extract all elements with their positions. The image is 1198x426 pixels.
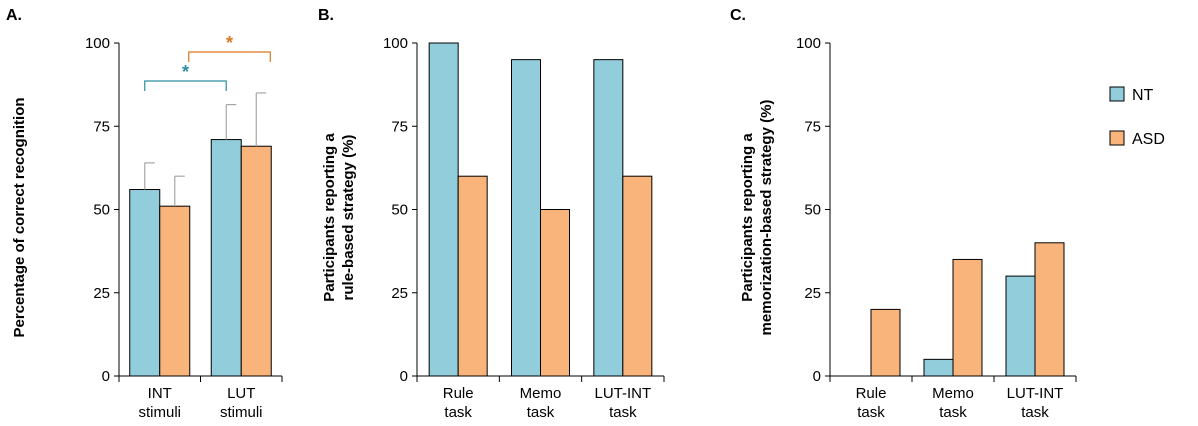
x-category-label: LUT-INT [1007,385,1064,402]
x-category-label: task [1021,404,1049,421]
x-category-label: Rule [443,385,474,402]
y-tick-label: 25 [804,285,821,302]
significance-bracket [144,80,227,91]
y-tick-label: 75 [804,118,821,135]
y-tick-label: 75 [93,118,110,135]
y-axis-label: memorization-based strategy (%) [758,100,775,336]
y-tick-label: 0 [102,368,110,385]
y-axis-label: Participants reporting a [321,133,338,302]
y-tick-label: 25 [93,285,110,302]
chart-panel-1: A. 0 25 50 75 100 INT stimuli LUT stimuli Percenta… [6,7,283,421]
significance-star: * [182,62,189,82]
x-category-label: stimuli [220,404,263,421]
y-axis-label: Percentage of correct recognition [11,97,28,337]
bar-asd [457,175,488,377]
y-tick-label: 50 [93,202,110,219]
chart-panel-3: C. 0 25 50 75 100 Rule task Memo task LUT-INT task P… [730,7,1077,421]
x-category-label: task [939,404,967,421]
y-tick-label: 75 [391,118,408,135]
x-category-label: task [609,404,637,421]
x-category-label: task [857,404,885,421]
y-tick-label: 0 [400,368,408,385]
legend-swatch [1109,86,1125,102]
y-tick-label: 100 [796,35,821,52]
x-category-label: Memo [520,385,562,402]
x-category-label: INT [148,385,172,402]
bar-asd [159,205,191,377]
bar-nt [428,42,459,377]
x-category-label: Memo [932,385,974,402]
bar-nt [511,59,541,377]
legend-label: NT [1132,87,1154,104]
bar-asd [952,258,983,377]
bar-asd [870,308,901,377]
y-axis-label: rule-based strategy (%) [340,135,357,301]
chart-panel-2: B. 0 25 50 75 100 Rule task Memo task LUT-INT task P… [318,7,665,421]
x-category-label: LUT [227,385,255,402]
y-tick-label: 50 [804,202,821,219]
x-category-label: LUT-INT [594,385,651,402]
panel-letter: C. [730,7,746,24]
bar-asd [1034,242,1065,377]
y-tick-label: 100 [85,35,110,52]
significance-bracket [188,51,271,62]
x-category-label: task [444,404,472,421]
y-axis-label: Participants reporting a [739,133,756,302]
x-category-label: Rule [856,385,887,402]
bar-nt [129,189,161,377]
y-tick-label: 25 [391,285,408,302]
legend-label: ASD [1132,131,1165,148]
legend: NT ASD [1109,86,1165,148]
bar-nt [923,358,954,377]
bar-nt [593,59,624,377]
y-tick-label: 50 [391,202,408,219]
bar-nt [210,139,242,377]
x-category-label: task [527,404,555,421]
significance-star: * [226,33,233,53]
panel-letter: B. [318,7,334,24]
bar-asd [622,175,653,377]
bar-nt [1005,275,1036,377]
x-category-label: stimuli [138,404,181,421]
legend-swatch [1109,130,1125,146]
panel-letter: A. [6,7,22,24]
bar-asd [540,209,570,377]
y-tick-label: 100 [383,35,408,52]
bar-asd [240,145,272,377]
y-tick-label: 0 [813,368,821,385]
